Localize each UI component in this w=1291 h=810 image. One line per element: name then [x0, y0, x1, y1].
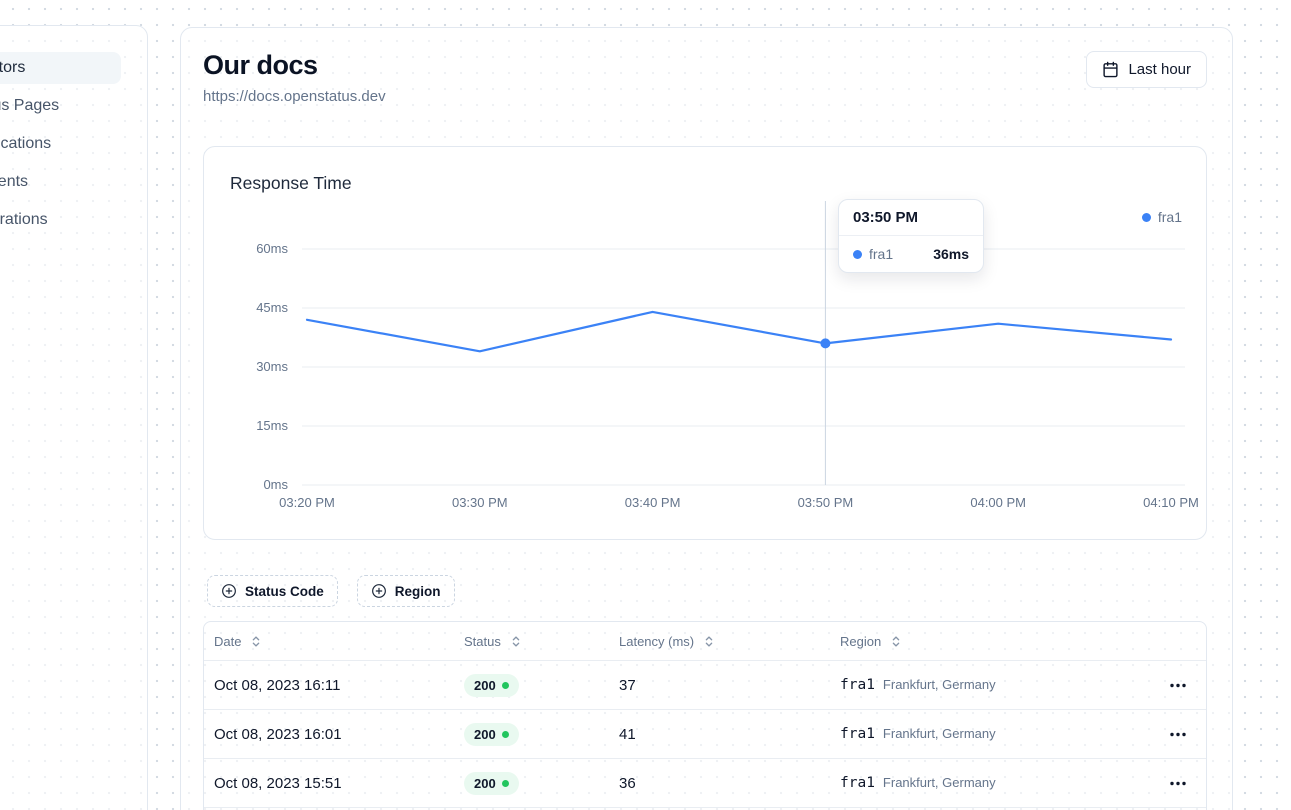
sidebar: Monitors Status Pages Notifications Inciden…	[0, 25, 148, 810]
table-row: Oct 08, 2023 16:01 200 41 fra1 Frankfurt, Ge…	[204, 709, 1206, 758]
column-header-date[interactable]: Date	[204, 622, 454, 660]
status-code: 200	[474, 677, 496, 693]
cell-latency: 41	[619, 725, 636, 743]
region-name: Frankfurt, Germany	[882, 677, 996, 692]
cell-date: Oct 08, 2023 16:11	[214, 676, 341, 694]
column-header-label: Region	[840, 633, 882, 649]
chart-tooltip: 03:50 PM fra1 36ms	[838, 199, 984, 273]
filter-bar: Status Code Region	[207, 575, 455, 607]
chevrons-up-down-icon	[705, 635, 713, 647]
column-header-status[interactable]: Status	[454, 622, 609, 660]
status-badge: 200	[464, 771, 519, 795]
table-row: Oct 08, 2023 16:11 200 37 fra1 Frankfurt, Ge…	[204, 660, 1206, 709]
column-header-label: Latency (ms)	[619, 633, 695, 649]
region-code: fra1	[840, 775, 875, 791]
filter-button-label: Status Code	[245, 583, 324, 599]
page-title: Our docs	[203, 50, 318, 80]
sidebar-item-label: Status Pages	[0, 97, 60, 114]
status-code: 200	[474, 775, 496, 791]
ellipsis-icon	[1170, 732, 1186, 736]
status-ok-dot	[501, 681, 509, 689]
status-code: 200	[474, 726, 496, 742]
calendar-icon	[1103, 61, 1119, 78]
row-menu-button[interactable]	[1164, 775, 1192, 792]
filter-button-label: Region	[394, 583, 441, 599]
circle-plus-icon	[371, 584, 386, 598]
cell-actions	[1150, 775, 1206, 792]
legend-series-dot	[1141, 212, 1151, 222]
cell-date: Oct 08, 2023 15:51	[214, 774, 342, 792]
status-ok-dot	[501, 730, 509, 738]
circle-plus-icon	[222, 584, 236, 598]
chart-title: Response Time	[230, 173, 352, 193]
response-time-chart[interactable]	[204, 147, 1208, 541]
row-menu-button[interactable]	[1164, 726, 1192, 743]
chart-legend: fra1	[1141, 209, 1182, 225]
cell-actions	[1150, 726, 1206, 743]
ellipsis-icon	[1170, 781, 1186, 785]
legend-series-label: fra1	[1157, 209, 1182, 225]
status-badge: 200	[464, 722, 519, 746]
row-menu-button[interactable]	[1164, 677, 1192, 694]
sidebar-item-incidents[interactable]: Incidents	[0, 166, 121, 198]
column-header-label: Date	[214, 633, 242, 649]
sidebar-item-notifications[interactable]: Notifications	[0, 128, 121, 160]
ellipsis-icon	[1170, 683, 1186, 687]
time-range-button[interactable]: Last hour	[1086, 51, 1207, 88]
chevrons-up-down-icon	[892, 635, 900, 647]
tooltip-series-dot	[853, 249, 862, 259]
add-region-filter-button[interactable]: Region	[356, 575, 455, 607]
sidebar-nav: Monitors Status Pages Notifications Inciden…	[0, 52, 147, 236]
table-row: Oct 08, 2023 15:51 200 36 fra1 Frankfurt, Ge…	[204, 758, 1206, 807]
region-name: Frankfurt, Germany	[882, 726, 996, 741]
cell-actions	[1150, 677, 1206, 694]
chevrons-up-down-icon	[253, 635, 260, 647]
sidebar-item-integrations[interactable]: Integrations	[0, 204, 121, 236]
cell-region: fra1 Frankfurt, Germany	[830, 677, 1150, 693]
region-code: fra1	[840, 726, 875, 742]
cell-region: fra1 Frankfurt, Germany	[830, 775, 1150, 791]
sidebar-item-label: Notifications	[0, 135, 52, 152]
column-header-latency-ms-[interactable]: Latency (ms)	[609, 622, 830, 660]
chevrons-up-down-icon	[512, 635, 520, 647]
add-status-code-filter-button[interactable]: Status Code	[207, 575, 338, 607]
sidebar-item-monitors[interactable]: Monitors	[0, 52, 121, 84]
cell-status: 200	[454, 673, 609, 697]
response-log-table: Date Status Latency (ms) Region Oct 08, 2023…	[203, 621, 1207, 810]
table-header-row: Date Status Latency (ms) Region	[204, 622, 1206, 660]
sidebar-item-label: Integrations	[0, 211, 48, 228]
status-badge: 200	[464, 673, 519, 697]
column-header-region[interactable]: Region	[830, 622, 1150, 660]
sidebar-item-status-pages[interactable]: Status Pages	[0, 90, 121, 122]
tooltip-series-row: fra1 36ms	[839, 236, 983, 272]
tooltip-series-name: fra1	[869, 246, 894, 262]
monitor-panel: Our docs https://docs.openstatus.dev Las…	[180, 27, 1233, 810]
monitor-url: https://docs.openstatus.dev	[203, 88, 386, 105]
sidebar-item-label: Monitors	[0, 59, 26, 76]
status-ok-dot	[501, 779, 509, 787]
region-code: fra1	[840, 677, 875, 693]
column-header-label: Status	[464, 633, 501, 649]
tooltip-series-value: 36ms	[933, 246, 969, 262]
table-row-partial	[204, 807, 1206, 810]
response-time-card: Response Time fra1 0ms 15ms 30ms 45ms 60ms 0…	[203, 146, 1207, 540]
cell-status: 200	[454, 771, 609, 795]
cell-status: 200	[454, 722, 609, 746]
region-name: Frankfurt, Germany	[882, 775, 996, 790]
cell-latency: 37	[619, 676, 636, 694]
cell-latency: 36	[619, 774, 636, 792]
cell-region: fra1 Frankfurt, Germany	[830, 726, 1150, 742]
tooltip-time: 03:50 PM	[839, 200, 983, 236]
sidebar-item-label: Incidents	[0, 173, 29, 190]
time-range-label: Last hour	[1128, 61, 1191, 78]
cell-date: Oct 08, 2023 16:01	[214, 725, 342, 743]
